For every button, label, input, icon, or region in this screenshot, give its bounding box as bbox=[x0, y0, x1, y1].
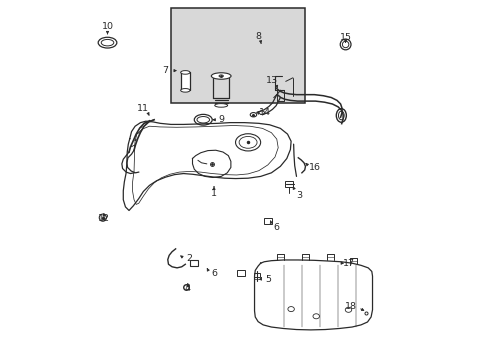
Bar bbox=[183, 285, 189, 289]
Ellipse shape bbox=[180, 89, 190, 92]
Text: 16: 16 bbox=[308, 163, 320, 172]
Ellipse shape bbox=[235, 134, 260, 151]
Text: 10: 10 bbox=[102, 22, 113, 31]
Ellipse shape bbox=[312, 314, 319, 319]
Ellipse shape bbox=[342, 41, 348, 48]
Ellipse shape bbox=[340, 39, 350, 50]
Text: 17: 17 bbox=[343, 259, 354, 268]
Ellipse shape bbox=[98, 37, 117, 48]
Bar bbox=[236, 270, 244, 276]
Ellipse shape bbox=[338, 111, 344, 120]
Ellipse shape bbox=[336, 109, 346, 122]
Text: 6: 6 bbox=[272, 223, 279, 232]
Text: 5: 5 bbox=[264, 275, 270, 284]
Text: 8: 8 bbox=[255, 32, 261, 41]
Ellipse shape bbox=[180, 71, 190, 74]
Ellipse shape bbox=[197, 117, 209, 123]
Text: 7: 7 bbox=[162, 66, 167, 75]
Text: 9: 9 bbox=[218, 115, 224, 124]
Text: 18: 18 bbox=[345, 302, 357, 311]
Ellipse shape bbox=[211, 73, 230, 79]
Bar bbox=[190, 260, 198, 266]
Text: 11: 11 bbox=[137, 104, 149, 113]
Bar bbox=[254, 273, 260, 277]
Text: 14: 14 bbox=[259, 108, 271, 117]
Ellipse shape bbox=[101, 40, 114, 46]
Ellipse shape bbox=[99, 214, 106, 221]
Text: 13: 13 bbox=[266, 76, 278, 85]
Text: 12: 12 bbox=[98, 214, 110, 223]
Bar bbox=[285, 181, 292, 187]
Text: 6: 6 bbox=[211, 269, 217, 278]
Text: 4: 4 bbox=[184, 284, 190, 293]
Bar bbox=[263, 219, 271, 224]
Ellipse shape bbox=[194, 114, 212, 125]
Ellipse shape bbox=[287, 307, 294, 312]
Ellipse shape bbox=[239, 136, 257, 148]
Ellipse shape bbox=[214, 104, 227, 107]
Bar bbox=[180, 72, 190, 90]
Text: 1: 1 bbox=[211, 189, 217, 198]
Text: 2: 2 bbox=[185, 254, 191, 263]
Text: 15: 15 bbox=[339, 33, 351, 42]
Bar bbox=[171, 8, 305, 103]
Ellipse shape bbox=[345, 307, 351, 312]
Ellipse shape bbox=[250, 113, 256, 117]
Text: 3: 3 bbox=[295, 190, 302, 199]
Ellipse shape bbox=[259, 111, 264, 114]
Ellipse shape bbox=[219, 75, 223, 77]
